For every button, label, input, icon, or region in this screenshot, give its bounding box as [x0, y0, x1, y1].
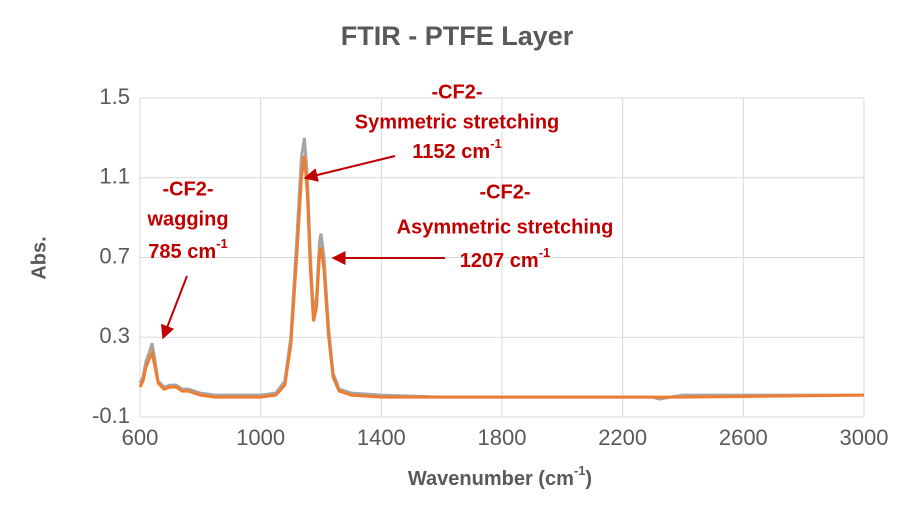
- annotation-exponent: -1: [216, 236, 228, 251]
- y-tick-label: 0.7: [99, 243, 130, 268]
- annotation-mode: Asymmetric stretching: [397, 216, 614, 238]
- y-axis-label: Abs.: [28, 236, 50, 279]
- x-label-text: Wavenumber (cm: [408, 468, 574, 490]
- x-tick-label: 600: [122, 425, 159, 450]
- y-tick-label: 1.1: [99, 164, 130, 189]
- x-tick-label: 2200: [598, 425, 647, 450]
- chart-title: FTIR - PTFE Layer: [341, 21, 574, 51]
- y-tick-label: -0.1: [92, 403, 130, 428]
- x-tick-label: 1800: [478, 425, 527, 450]
- annotation-wavenumber: 1152 cm-1: [412, 136, 501, 163]
- x-tick-label: 2600: [719, 425, 768, 450]
- annotation-wavenumber-value: 1207 cm: [460, 250, 539, 272]
- x-tick-label: 3000: [840, 425, 889, 450]
- annotation-arrow: [303, 155, 396, 182]
- annotation-mode: wagging: [146, 208, 228, 230]
- annotation-group: -CF2-: [431, 81, 482, 103]
- annotation-arrow: [161, 275, 188, 340]
- annotation-wavenumber: 1207 cm-1: [460, 245, 551, 272]
- annotation-wavenumber: 785 cm-1: [148, 236, 227, 263]
- annotation-wavenumber-value: 785 cm: [148, 241, 216, 263]
- annotation-mode: Symmetric stretching: [355, 111, 560, 133]
- x-label-exponent: -1: [574, 463, 586, 478]
- x-label-text: ): [585, 468, 592, 490]
- y-tick-label: 1.5: [99, 84, 130, 109]
- annotation-group: -CF2-: [479, 181, 530, 203]
- x-tick-label: 1000: [236, 425, 285, 450]
- annotation-exponent: -1: [539, 245, 551, 260]
- annotation-wavenumber-value: 1152 cm: [412, 141, 490, 163]
- x-tick-label: 1400: [357, 425, 406, 450]
- spectrum-line: [138, 155, 865, 399]
- x-axis-label: Wavenumber (cm-1): [408, 463, 592, 490]
- y-tick-label: 0.3: [99, 323, 130, 348]
- annotation-exponent: -1: [490, 136, 502, 151]
- annotation-group: -CF2-: [162, 178, 213, 200]
